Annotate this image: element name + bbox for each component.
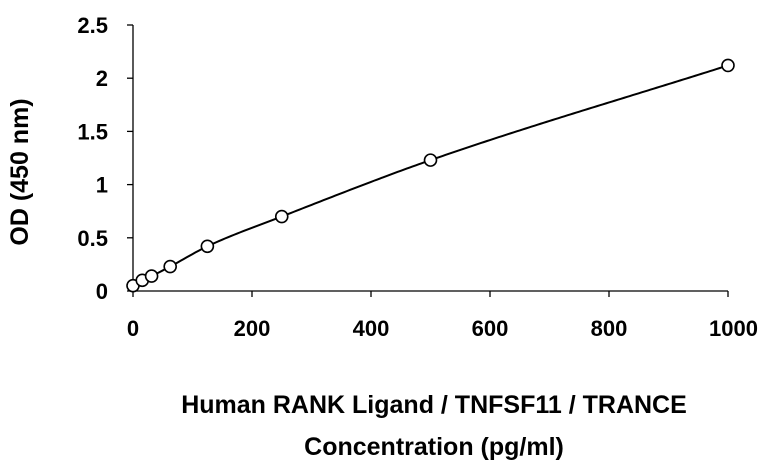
x-tick-label: 400 bbox=[353, 316, 390, 341]
data-point bbox=[163, 259, 177, 274]
y-tick-label: 1.5 bbox=[77, 119, 108, 144]
x-ticks: 0 200 400 600 800 1000 bbox=[127, 291, 758, 341]
data-point bbox=[200, 239, 215, 254]
y-tick-label: 0 bbox=[96, 279, 108, 304]
x-axis-title-line-1: Human RANK Ligand / TNFSF11 / TRANCE bbox=[181, 391, 687, 419]
y-ticks: 0 0.5 1 1.5 2 2.5 bbox=[77, 13, 133, 304]
data-points bbox=[126, 58, 735, 293]
x-tick-label: 200 bbox=[234, 316, 271, 341]
data-point bbox=[721, 58, 735, 73]
x-tick-label: 600 bbox=[472, 316, 509, 341]
y-tick-label: 2 bbox=[96, 66, 108, 91]
fit-curve bbox=[132, 64, 729, 287]
y-axis-title: OD (450 nm) bbox=[6, 98, 34, 245]
data-point bbox=[274, 209, 289, 224]
y-tick-label: 0.5 bbox=[77, 226, 108, 251]
x-axis-title-line-2: Concentration (pg/ml) bbox=[304, 433, 564, 461]
y-tick-label: 1 bbox=[96, 173, 108, 198]
data-point bbox=[423, 153, 438, 167]
x-tick-label: 1000 bbox=[709, 316, 758, 341]
x-tick-label: 800 bbox=[591, 316, 628, 341]
x-tick-label: 0 bbox=[127, 316, 139, 341]
y-tick-label: 2.5 bbox=[77, 13, 108, 38]
fit-curve-layer bbox=[132, 64, 729, 287]
data-point bbox=[144, 269, 159, 283]
